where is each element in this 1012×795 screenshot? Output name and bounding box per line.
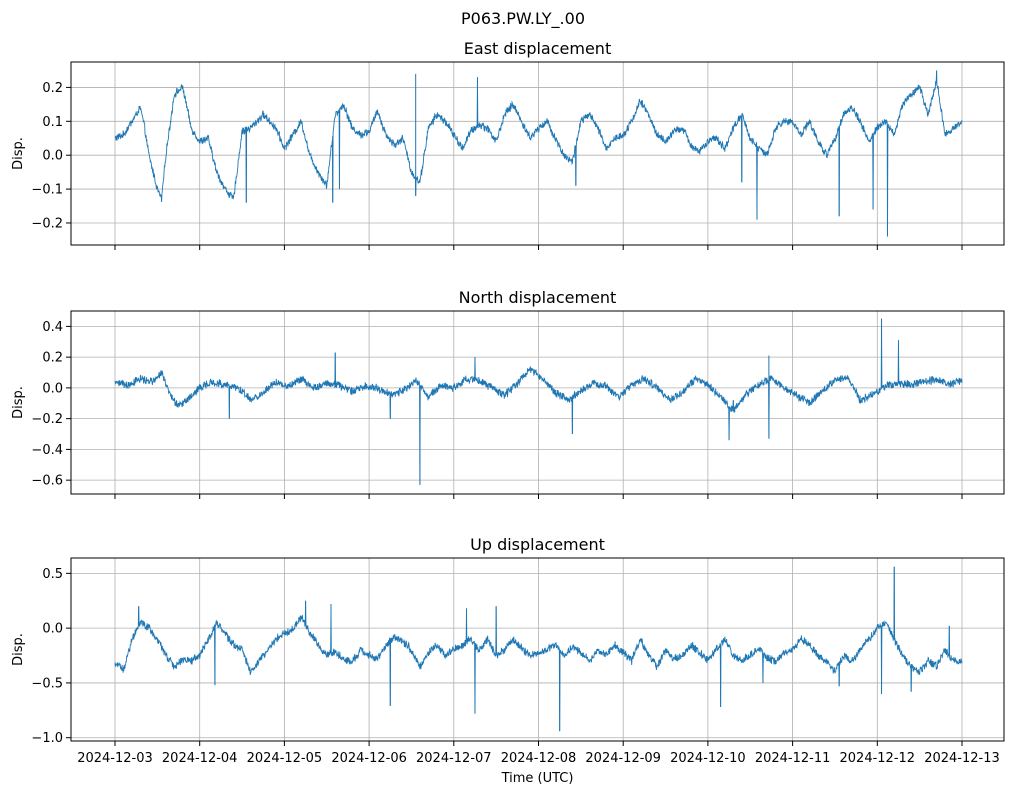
panel-1: −0.6 −0.4 −0.2 0.0 0.2 0.4 North displacement D… <box>11 288 1005 499</box>
y-axis-label: Disp. <box>11 386 26 419</box>
panel-title: East displacement <box>464 39 611 58</box>
series-line <box>114 318 963 485</box>
x-tick-label: 2024-12-13 <box>924 751 1000 766</box>
y-tick-label: −1.0 <box>31 731 63 746</box>
x-tick-label: 2024-12-09 <box>585 751 661 766</box>
y-tick-label: 0.5 <box>42 567 63 582</box>
y-tick-label: 0.4 <box>42 320 63 335</box>
y-tick-label: 0.1 <box>42 115 63 130</box>
panel-0: −0.2 −0.1 0.0 0.1 0.2 East displacement Disp. <box>11 39 1005 250</box>
y-tick-label: −0.5 <box>31 676 63 691</box>
y-axis-label: Disp. <box>11 633 26 666</box>
x-tick-label: 2024-12-06 <box>331 751 407 766</box>
y-tick-label: 0.0 <box>42 381 63 396</box>
y-tick-label: −0.6 <box>31 474 63 489</box>
y-tick-label: 0.0 <box>42 149 63 164</box>
x-tick-label: 2024-12-11 <box>755 751 831 766</box>
series-line <box>114 566 963 732</box>
axes-frame <box>70 557 1005 742</box>
y-tick-label: −0.4 <box>31 443 63 458</box>
x-tick-label: 2024-12-03 <box>77 751 153 766</box>
panel-title: North displacement <box>459 288 617 307</box>
x-tick-label: 2024-12-12 <box>840 751 916 766</box>
x-axis-label: Time (UTC) <box>501 771 574 786</box>
x-tick-label: 2024-12-05 <box>247 751 323 766</box>
x-tick-label: 2024-12-10 <box>670 751 746 766</box>
y-tick-label: −0.2 <box>31 412 63 427</box>
y-tick-label: 0.0 <box>42 622 63 637</box>
axes-frame <box>70 310 1005 495</box>
x-tick-label: 2024-12-04 <box>162 751 238 766</box>
axes-frame <box>70 61 1005 246</box>
x-tick-label: 2024-12-08 <box>501 751 577 766</box>
panel-title: Up displacement <box>470 535 605 554</box>
y-tick-label: 0.2 <box>42 351 63 366</box>
y-tick-label: 0.2 <box>42 81 63 96</box>
x-tick-label: 2024-12-07 <box>416 751 492 766</box>
y-tick-label: −0.1 <box>31 183 63 198</box>
y-axis-label: Disp. <box>11 137 26 170</box>
panel-2: −1.0 −0.5 0.0 0.5 2024-12-03 2024-12-04 2024-1… <box>11 535 1005 786</box>
series-line <box>114 70 963 237</box>
y-tick-label: −0.2 <box>31 216 63 231</box>
figure-suptitle: P063.PW.LY_.00 <box>461 9 585 29</box>
